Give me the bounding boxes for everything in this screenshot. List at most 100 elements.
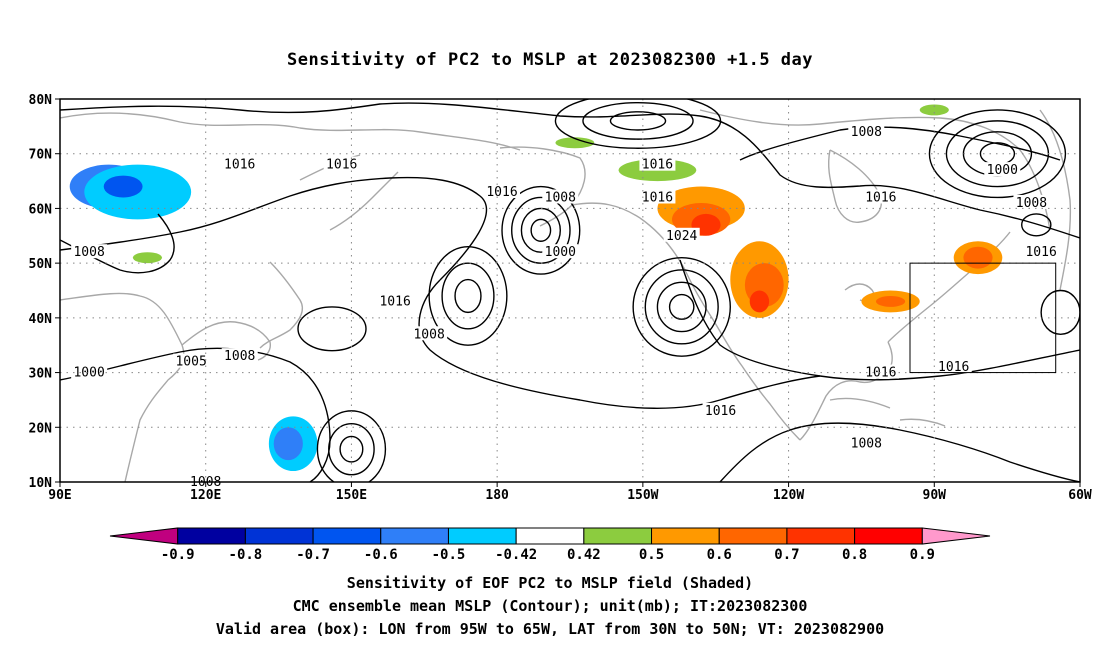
isobar-ring-2-1 xyxy=(454,278,482,314)
colorbar-swatch-10 xyxy=(786,527,856,545)
colorbar-label-8: 0.6 xyxy=(707,547,732,563)
valid-area-box xyxy=(909,262,1057,374)
sensitivity-patch-17 xyxy=(555,137,595,149)
coastline-canada-north xyxy=(699,109,1051,231)
contour-label-bg-4 xyxy=(411,326,448,341)
contour-label-bg-19 xyxy=(862,189,899,204)
sensitivity-patch-18 xyxy=(919,104,949,116)
isobar-ring-5-2 xyxy=(328,422,375,476)
colorbar-label-1: -0.8 xyxy=(229,547,263,563)
colorbar-swatch-8 xyxy=(651,527,720,545)
isobar-ring-5-3 xyxy=(316,410,387,482)
contour-label-23: 1008 xyxy=(851,437,882,452)
contour-labels: 1016 1016 1008 1016 1008 1005 1008 1000 1008 1016… xyxy=(71,123,1060,490)
contour-label-bg-23 xyxy=(848,435,885,450)
isobar-1008-north-east xyxy=(739,126,1061,161)
colorbar-label-0: -0.9 xyxy=(161,547,195,563)
contour-label-12: 1016 xyxy=(642,158,673,173)
isobar-ring-7-1 xyxy=(1021,213,1052,237)
contour-label-bg-2 xyxy=(71,244,108,259)
sensitivity-patch-16 xyxy=(132,252,162,264)
contour-label-10: 1008 xyxy=(545,190,576,205)
coastline-north-america-west xyxy=(639,217,801,441)
colorbar-swatch-5 xyxy=(447,527,517,545)
colorbar-swatch-3 xyxy=(312,527,382,545)
coastline-alaska xyxy=(499,146,641,227)
coastline-caribbean xyxy=(829,397,946,427)
lat-tick-label-4: 40N xyxy=(29,312,53,327)
coastline-arctic-asia xyxy=(60,112,521,151)
colorbar-swatch-12 xyxy=(921,527,991,545)
lon-tick-label-2: 150E xyxy=(336,488,367,503)
contour-label-bg-12 xyxy=(639,156,676,171)
caption-valid-area: Valid area (box): LON from 95W to 65W, L… xyxy=(215,620,885,638)
contour-label-0: 1016 xyxy=(224,158,255,173)
colorbar-swatch-11 xyxy=(854,527,923,545)
sensitivity-patch-15 xyxy=(963,246,993,269)
contour-label-bg-1 xyxy=(323,156,360,171)
caption-shading: Sensitivity of EOF PC2 to MSLP field (Sh… xyxy=(346,574,754,592)
isobar-ring-4-2 xyxy=(582,101,694,140)
colorbar-label-2: -0.7 xyxy=(296,547,330,563)
colorbar-swatch-6 xyxy=(515,527,585,545)
lat-tick-label-2: 60N xyxy=(29,202,53,217)
lat-tick-label-1: 70N xyxy=(29,148,53,163)
isobar-1008-west xyxy=(60,213,175,274)
colorbar-label-5: -0.42 xyxy=(495,547,537,563)
graticule xyxy=(60,99,1080,482)
isobar-ring-6-1 xyxy=(297,306,367,352)
colorbar-label-7: 0.5 xyxy=(639,547,664,563)
colorbar-swatch-0 xyxy=(109,527,179,545)
contour-label-6: 1008 xyxy=(224,349,255,364)
colorbar-label-9: 0.7 xyxy=(774,547,799,563)
contour-label-bg-21 xyxy=(862,364,899,379)
contour-label-bg-6 xyxy=(221,348,258,363)
sensitivity-shading-layer xyxy=(69,104,1003,472)
contour-label-bg-9 xyxy=(484,184,520,199)
lat-tick-label-0: 80N xyxy=(29,93,53,108)
contour-label-17: 1000 xyxy=(987,163,1018,178)
coastline-layer xyxy=(60,109,1072,482)
contour-label-16: 1008 xyxy=(851,125,882,140)
sensitivity-patch-13 xyxy=(876,295,906,307)
isobar-ring-8-1 xyxy=(1040,289,1080,335)
colorbar-swatch-7 xyxy=(583,527,653,545)
contour-label-1: 1016 xyxy=(326,158,357,173)
coastline-greenland xyxy=(1039,109,1072,291)
lon-tick-label-3: 180 xyxy=(485,488,509,503)
contour-label-20: 1016 xyxy=(1025,245,1056,260)
isobar-ring-1-3 xyxy=(644,269,719,345)
isobar-ring-4-3 xyxy=(554,99,722,149)
contour-label-bg-20 xyxy=(1023,244,1060,259)
contour-label-bg-3 xyxy=(377,293,414,308)
contour-label-18: 1008 xyxy=(1016,196,1047,211)
contour-label-bg-15 xyxy=(702,402,739,417)
isobar-ring-1-4 xyxy=(632,256,731,357)
isobar-ring-3-4 xyxy=(928,109,1067,199)
isobar-ring-2-3 xyxy=(428,246,508,346)
contour-label-bg-14 xyxy=(663,227,700,242)
colorbar-label-11: 0.9 xyxy=(910,547,935,563)
contour-label-3: 1016 xyxy=(379,294,410,309)
colorbar-swatch-2 xyxy=(244,527,314,545)
isobar-ring-0-4 xyxy=(501,185,581,275)
lon-tick-label-4: 150W xyxy=(627,488,658,503)
colorbar-label-6: 0.42 xyxy=(567,547,601,563)
contour-label-bg-11 xyxy=(542,244,579,259)
lat-tick-label-3: 50N xyxy=(29,257,53,272)
sensitivity-patch-2 xyxy=(103,175,143,198)
contour-label-22: 1016 xyxy=(938,360,969,375)
lon-tick-label-6: 90W xyxy=(923,488,947,503)
isobar-ring-0-1 xyxy=(530,218,552,242)
coastline-asia xyxy=(60,292,185,482)
sensitivity-patch-11 xyxy=(749,290,770,313)
map-frame xyxy=(59,98,1081,483)
contour-label-bg-16 xyxy=(848,123,885,138)
lon-tick-label-1: 120E xyxy=(190,488,221,503)
colorbar-label-10: 0.8 xyxy=(842,547,867,563)
isobar-ring-1-2 xyxy=(656,281,707,333)
isobar-ring-1-1 xyxy=(668,293,695,320)
map-title: Sensitivity of PC2 to MSLP at 2023082300… xyxy=(286,50,813,70)
